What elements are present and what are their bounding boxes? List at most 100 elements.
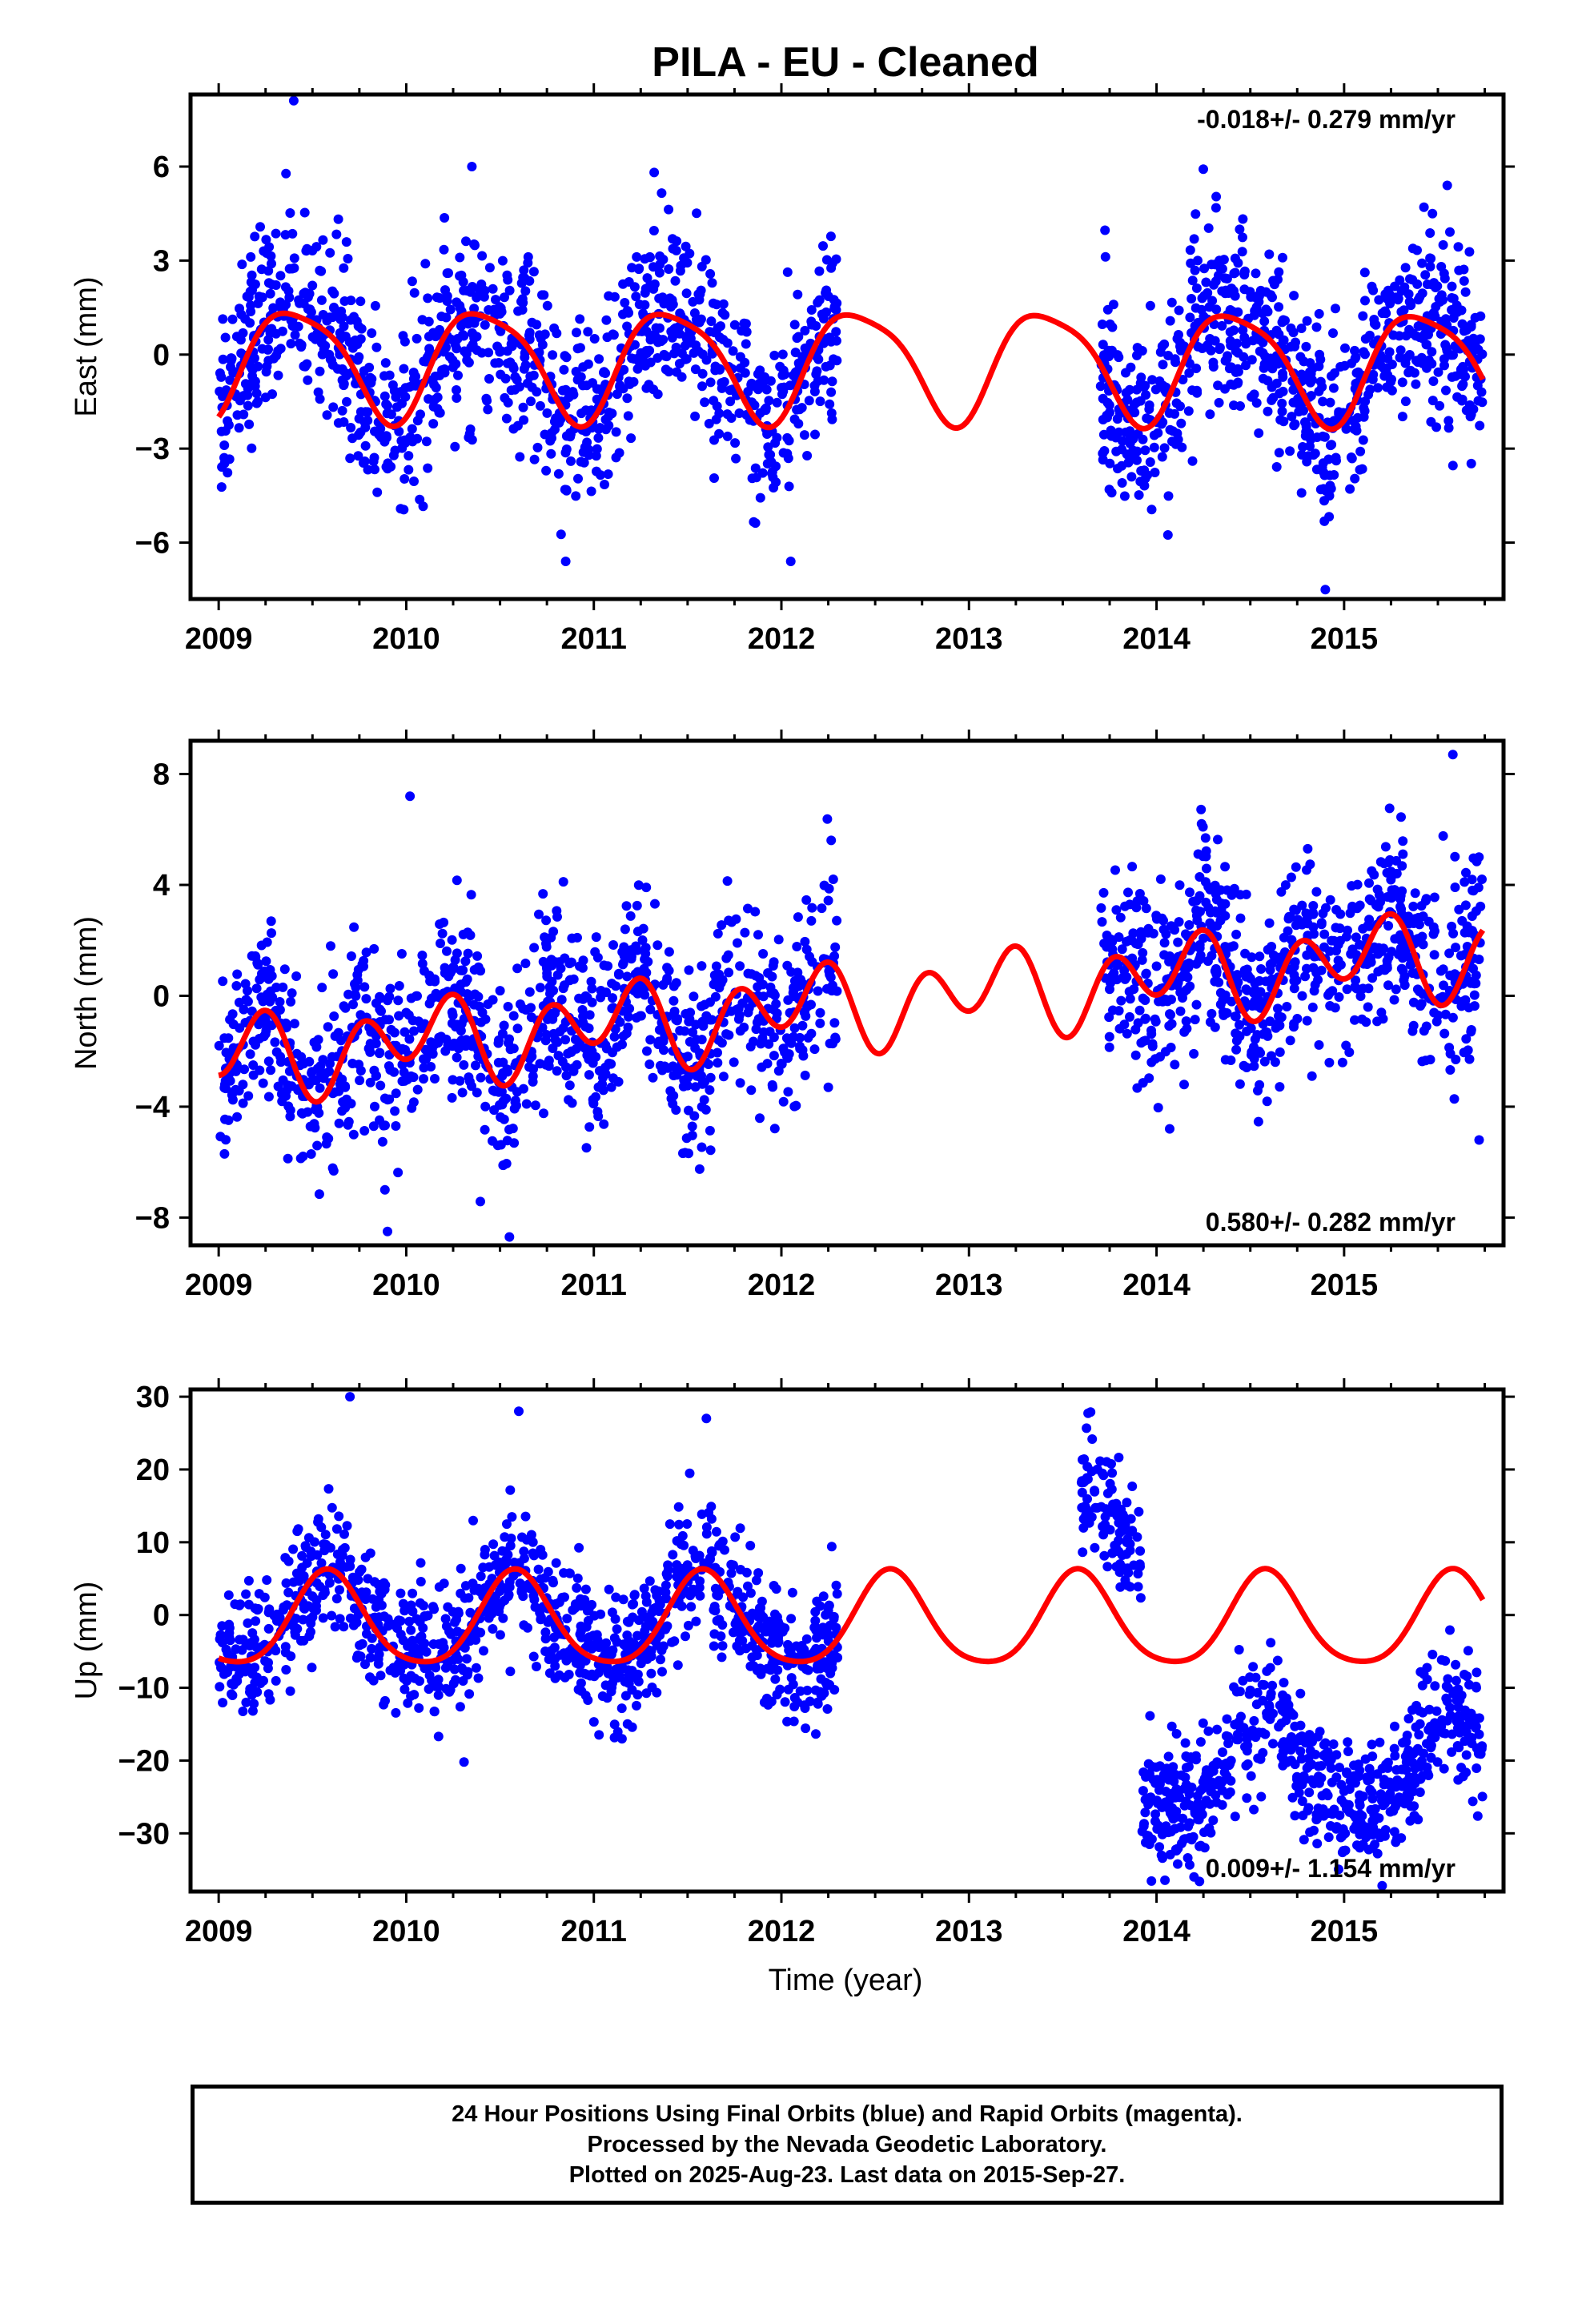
data-point [234, 997, 244, 1007]
data-point [1195, 907, 1205, 917]
data-point [1211, 203, 1221, 213]
data-point [286, 996, 296, 1007]
data-point [1267, 360, 1278, 371]
data-point [1134, 889, 1145, 899]
data-point [771, 1584, 781, 1594]
data-point [298, 1614, 308, 1625]
data-point [286, 339, 296, 349]
data-point [1291, 905, 1301, 915]
data-point [1211, 969, 1222, 979]
data-point [1297, 991, 1307, 1001]
data-point [428, 1602, 438, 1612]
data-point [1123, 457, 1134, 468]
data-point [346, 296, 356, 306]
data-point [227, 1691, 238, 1700]
data-point [544, 1061, 554, 1072]
data-point [1307, 907, 1318, 918]
data-point [1344, 1047, 1355, 1057]
data-point [359, 982, 370, 992]
data-point [529, 1594, 540, 1605]
data-point [1469, 990, 1480, 1000]
data-point [1195, 951, 1206, 960]
data-point [822, 983, 832, 994]
data-point [278, 1605, 288, 1615]
data-point [304, 288, 315, 299]
data-point [1132, 350, 1142, 360]
data-point [383, 1226, 392, 1236]
data-point [695, 1590, 705, 1601]
data-point [628, 1598, 639, 1609]
data-point [1274, 267, 1284, 277]
data-point [733, 938, 742, 948]
data-point [1255, 951, 1265, 962]
data-point [1295, 352, 1306, 362]
data-point [1459, 275, 1469, 286]
data-point [584, 1070, 594, 1080]
data-point [770, 1609, 780, 1619]
data-point [1417, 258, 1427, 268]
data-point [584, 1632, 594, 1642]
data-point [1443, 423, 1454, 433]
data-point [534, 909, 544, 919]
data-point [380, 1695, 390, 1706]
data-point [1330, 1003, 1340, 1013]
data-point [1400, 263, 1411, 273]
data-point [1308, 901, 1319, 911]
data-point [572, 375, 583, 385]
data-point [1327, 371, 1336, 381]
data-point [789, 1693, 800, 1703]
data-point [604, 420, 614, 431]
data-point [215, 368, 225, 378]
data-point [216, 482, 227, 493]
data-point [326, 941, 335, 951]
data-point [1278, 372, 1288, 382]
data-point [220, 426, 231, 436]
data-point [1203, 903, 1214, 913]
data-point [250, 231, 260, 242]
data-point [313, 1035, 323, 1045]
data-point [409, 287, 420, 298]
data-point [717, 308, 728, 318]
data-point [1125, 1011, 1134, 1022]
data-point [818, 338, 829, 348]
data-point [1170, 1059, 1180, 1070]
data-point [1242, 964, 1252, 975]
data-point [627, 263, 637, 273]
data-point [542, 408, 552, 418]
data-point [313, 1514, 323, 1524]
data-point [763, 442, 773, 452]
data-point [1140, 445, 1150, 456]
data-point [429, 1707, 440, 1717]
data-point [541, 939, 551, 949]
data-points-east [215, 95, 1488, 595]
data-point [1411, 331, 1421, 341]
y-axis-label-north: North (mm) [70, 916, 103, 1070]
data-point [245, 1049, 255, 1059]
data-point [641, 883, 652, 893]
data-point [280, 282, 291, 292]
data-point [718, 1072, 729, 1082]
data-point [1140, 1035, 1150, 1046]
data-point [261, 956, 271, 967]
data-point [789, 991, 800, 1002]
data-point [722, 431, 733, 441]
data-point [1212, 921, 1223, 931]
data-point [524, 1583, 535, 1594]
data-point [423, 463, 433, 473]
data-point [440, 968, 450, 978]
data-point [1374, 295, 1384, 305]
data-point [1421, 1021, 1431, 1031]
data-point [1419, 329, 1430, 340]
data-point [592, 394, 602, 404]
data-point [261, 235, 271, 245]
data-point [785, 557, 796, 566]
data-point [223, 1033, 234, 1043]
data-point [1095, 381, 1106, 392]
data-point [705, 1125, 715, 1136]
data-point [685, 1468, 695, 1478]
y-tick-label: −6 [135, 527, 170, 561]
data-point [623, 1665, 633, 1675]
data-point [1315, 349, 1325, 360]
data-point [600, 480, 609, 489]
data-point [591, 451, 601, 461]
